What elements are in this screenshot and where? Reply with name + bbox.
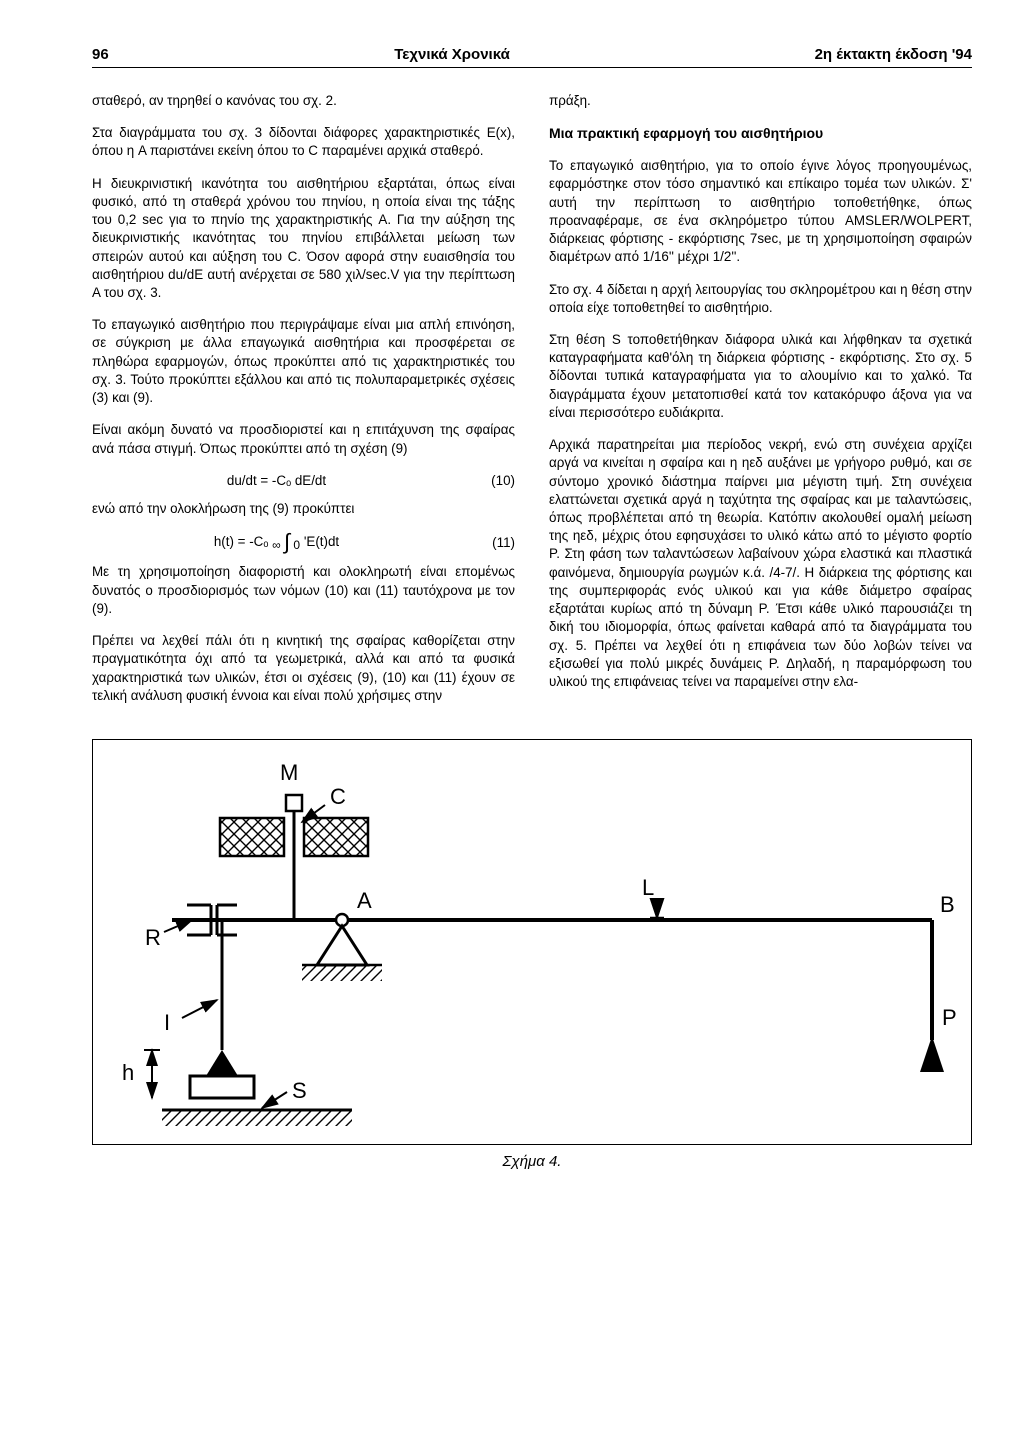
- label-h: h: [122, 1060, 134, 1085]
- two-column-body: σταθερό, αν τηρηθεί ο κανόνας του σχ. 2.…: [92, 92, 972, 719]
- right-column: πράξη. Μια πρακτική εφαρμογή του αισθητή…: [549, 92, 972, 719]
- label-P: P: [942, 1005, 957, 1030]
- para: ενώ από την ολοκλήρωση της (9) προκύπτει: [92, 500, 515, 518]
- label-A: A: [357, 888, 372, 913]
- para: πράξη.: [549, 92, 972, 110]
- figure-4-diagram: M C A L B R P I h S: [102, 750, 962, 1140]
- figure-4-frame: M C A L B R P I h S: [92, 739, 972, 1145]
- para: Αρχικά παρατηρείται μια περίοδος νεκρή, …: [549, 436, 972, 691]
- para: Το επαγωγικό αισθητήριο που περιγράψαμε …: [92, 316, 515, 407]
- label-R: R: [145, 925, 161, 950]
- label-S: S: [292, 1078, 307, 1103]
- para: Είναι ακόμη δυνατό να προσδιοριστεί και …: [92, 421, 515, 457]
- equation-number: (10): [461, 472, 515, 490]
- issue-label: 2η έκτακτη έκδοση '94: [752, 46, 972, 63]
- para: Στη θέση S τοποθετήθηκαν διάφορα υλικά κ…: [549, 331, 972, 422]
- equation-11: h(t) = -Cₒ ∞ ∫ 0 'E(t)dt (11): [92, 532, 515, 553]
- label-I: I: [164, 1010, 170, 1035]
- section-heading: Μια πρακτική εφαρμογή του αισθητήριου: [549, 124, 972, 143]
- label-B: B: [940, 892, 955, 917]
- equation-body: du/dt = -Cₒ dE/dt: [92, 472, 461, 490]
- page: 96 Τεχνικά Χρονικά 2η έκτακτη έκδοση '94…: [0, 0, 1024, 1438]
- label-M: M: [280, 760, 298, 785]
- equation-10: du/dt = -Cₒ dE/dt (10): [92, 472, 515, 490]
- para: Η διευκρινιστική ικανότητα του αισθητήρι…: [92, 175, 515, 303]
- integral-upper: ∞: [272, 538, 281, 552]
- page-number: 96: [92, 46, 152, 63]
- eq11-right: 'E(t)dt: [304, 534, 339, 549]
- equation-number: (11): [461, 534, 515, 552]
- para: σταθερό, αν τηρηθεί ο κανόνας του σχ. 2.: [92, 92, 515, 110]
- left-column: σταθερό, αν τηρηθεί ο κανόνας του σχ. 2.…: [92, 92, 515, 719]
- journal-title: Τεχνικά Χρονικά: [152, 46, 752, 63]
- para: Στο σχ. 4 δίδεται η αρχή λειτουργίας του…: [549, 281, 972, 317]
- figure-4-caption: Σχήμα 4.: [92, 1153, 972, 1170]
- label-L: L: [642, 875, 654, 900]
- running-header: 96 Τεχνικά Χρονικά 2η έκτακτη έκδοση '94: [92, 46, 972, 68]
- eq11-left: h(t) = -Cₒ: [214, 534, 269, 549]
- label-C: C: [330, 784, 346, 809]
- equation-body: h(t) = -Cₒ ∞ ∫ 0 'E(t)dt: [92, 532, 461, 553]
- para: Το επαγωγικό αισθητήριο, για το οποίο έγ…: [549, 157, 972, 266]
- para: Με τη χρησιμοποίηση διαφοριστή και ολοκλ…: [92, 563, 515, 618]
- para: Πρέπει να λεχθεί πάλι ότι η κινητική της…: [92, 632, 515, 705]
- integral-lower: 0: [293, 538, 300, 552]
- para: Στα διαγράμματα του σχ. 3 δίδονται διάφο…: [92, 124, 515, 160]
- integral-symbol: ∞ ∫ 0: [272, 532, 300, 553]
